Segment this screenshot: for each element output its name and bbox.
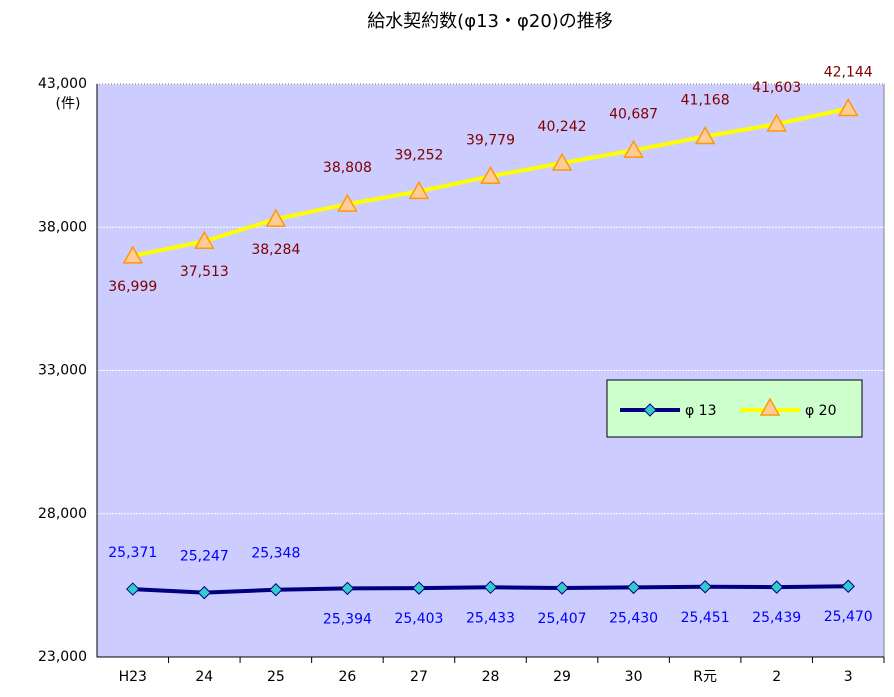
marker [841,579,855,593]
x-tick-label: 2 [772,669,781,685]
y-tick-label: 28,000 [38,506,87,522]
data-label: 25,470 [824,609,873,625]
marker [483,580,498,595]
x-tick-label: 25 [267,669,285,685]
marker [551,152,573,171]
y-axis-label: (件) [56,96,81,112]
data-label: 37,513 [180,264,229,280]
data-label: 25,430 [609,610,658,626]
data-label: 42,144 [824,65,873,81]
marker [480,165,501,185]
data-label: 25,394 [323,611,372,627]
x-tick-label: 26 [338,669,356,685]
data-label: 25,451 [681,610,730,626]
x-tick-label: 3 [844,669,853,685]
x-tick-label: 27 [410,669,428,685]
x-tick-label: 28 [482,669,500,685]
data-label: 25,247 [180,549,229,565]
data-label: 38,284 [251,242,300,258]
data-label: 40,687 [609,106,658,122]
marker [626,580,641,595]
marker [122,245,144,264]
data-label: 25,433 [466,610,515,626]
marker [623,139,644,159]
x-tick-label: 24 [195,669,213,685]
marker [769,580,784,594]
marker [337,193,358,212]
marker [837,97,859,117]
data-label: 36,999 [108,279,157,295]
marker [126,582,140,596]
y-tick-label: 33,000 [38,363,87,379]
legend-label: φ 13 [685,403,717,419]
data-label: 41,168 [681,92,730,108]
data-label: 40,242 [538,119,587,135]
marker [555,581,569,595]
y-tick-label: 43,000 [38,76,87,92]
x-tick-label: R元 [693,669,717,685]
data-label: 25,403 [394,611,443,627]
legend: φ 13 φ 20 [606,379,863,438]
data-label: 25,439 [752,610,801,626]
data-label: 25,371 [108,545,157,561]
data-label: 41,603 [752,80,801,96]
marker [265,208,287,227]
marker [412,581,426,595]
x-tick-label: 30 [625,669,643,685]
data-label: 25,407 [538,611,587,627]
marker [759,397,781,416]
chart-title: 給水契約数(φ13・φ20)の推移 [367,11,613,32]
marker [269,583,283,597]
marker [197,585,212,600]
marker [408,180,430,200]
data-label: 25,348 [251,546,300,562]
y-tick-label: 23,000 [38,649,87,665]
marker [340,581,355,596]
data-label: 38,808 [323,160,372,176]
marker [194,230,215,249]
marker [766,113,787,132]
marker [643,403,657,417]
x-tick-label: 29 [553,669,571,685]
marker [694,125,716,145]
data-label: 39,252 [394,147,443,163]
y-tick-label: 38,000 [38,219,87,235]
data-label: 39,779 [466,132,515,148]
x-tick-label: H23 [119,669,147,685]
legend-label: φ 20 [805,403,837,419]
marker [698,580,712,594]
